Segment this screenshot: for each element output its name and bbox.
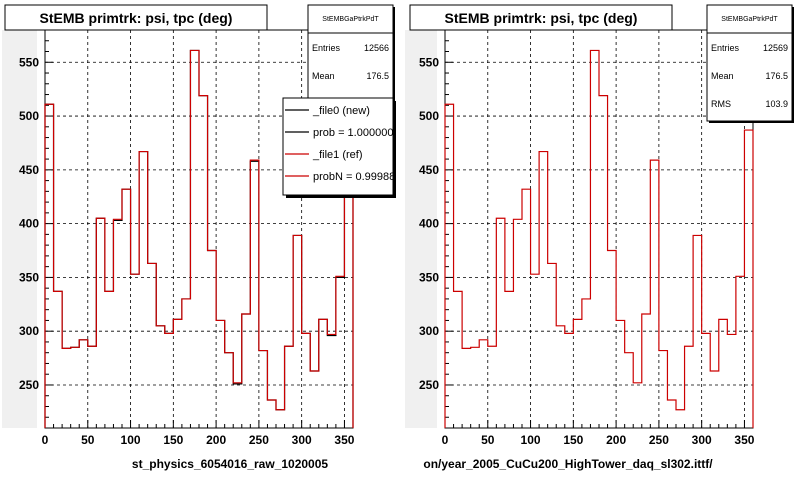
pad-left-shade: [405, 30, 437, 428]
x-tick-label: 300: [692, 433, 712, 447]
legend-box: [282, 97, 394, 196]
x-tick-label: 100: [521, 433, 541, 447]
chart-title: StEMB primtrk: psi, tpc (deg): [40, 10, 233, 26]
y-tick-label: 450: [419, 163, 439, 177]
title-box: [4, 4, 268, 31]
chart-panel-1: 0 50 100 150 200 250 300 350 250 300 350 400 450 500 5…: [0, 0, 396, 480]
y-tick-label: 500: [19, 109, 39, 123]
stats-label: Mean: [312, 71, 335, 81]
stats-header: StEMBGaPtrkPdT: [322, 16, 379, 23]
stats-header: StEMBGaPtrkPdT: [721, 16, 778, 23]
x-tick-label: 50: [481, 433, 495, 447]
y-tick-label: 550: [419, 55, 439, 69]
y-tick-label: 500: [419, 109, 439, 123]
stats-value: 12569: [763, 43, 788, 53]
x-tick-label: 150: [163, 433, 183, 447]
stats-label: Entries: [312, 43, 341, 53]
histogram-series-file1ref: [44, 49, 354, 428]
x-tick-label: 0: [442, 433, 449, 447]
x-tick-label: 150: [563, 433, 583, 447]
stats-value: 103.9: [765, 99, 788, 109]
chart-panel-2: 0 50 100 150 200 250 300 350 250 300 350 400 450 500 5…: [403, 0, 800, 480]
stats-value: 12566: [364, 43, 389, 53]
x-axis-label: st_physics_6054016_raw_1020005: [132, 457, 328, 471]
stats-label: Mean: [711, 71, 734, 81]
x-tick-label: 200: [606, 433, 626, 447]
histogram-series-main: [444, 49, 754, 428]
y-tick-label: 400: [19, 217, 39, 231]
legend-label: prob = 1.000000: [313, 127, 393, 139]
x-axis-label: on/year_2005_CuCu200_HighTower_daq_sl302…: [423, 457, 713, 471]
x-tick-label: 50: [81, 433, 95, 447]
y-tick-label: 250: [419, 378, 439, 392]
legend-label: _file1 (ref): [312, 149, 363, 161]
stats-box: [706, 4, 793, 122]
x-tick-label: 200: [206, 433, 226, 447]
y-tick-label: 300: [419, 324, 439, 338]
stats-label: Entries: [711, 43, 740, 53]
x-tick-label: 0: [42, 433, 49, 447]
y-tick-label: 350: [419, 270, 439, 284]
stats-value: 176.5: [366, 71, 389, 81]
y-tick-label: 250: [19, 378, 39, 392]
legend-label: probN = 0.99988: [313, 171, 395, 183]
pad-left-shade: [2, 30, 37, 428]
legend: _file0 (new) prob = 1.000000 _file1 (ref) p…: [282, 97, 396, 198]
chart-title: StEMB primtrk: psi, tpc (deg): [445, 10, 638, 26]
x-tick-label: 350: [334, 433, 354, 447]
y-tick-label: 300: [19, 324, 39, 338]
legend-label: _file0 (new): [312, 105, 370, 117]
x-tick-label: 250: [249, 433, 269, 447]
x-tick-label: 100: [121, 433, 141, 447]
y-tick-label: 400: [419, 217, 439, 231]
stats-value: 176.5: [765, 71, 788, 81]
title-box: [409, 4, 673, 31]
x-tick-label: 350: [734, 433, 754, 447]
x-tick-label: 300: [292, 433, 312, 447]
y-tick-label: 350: [19, 270, 39, 284]
y-tick-label: 450: [19, 163, 39, 177]
x-tick-label: 250: [649, 433, 669, 447]
stats-label: RMS: [711, 99, 731, 109]
y-tick-label: 550: [19, 55, 39, 69]
